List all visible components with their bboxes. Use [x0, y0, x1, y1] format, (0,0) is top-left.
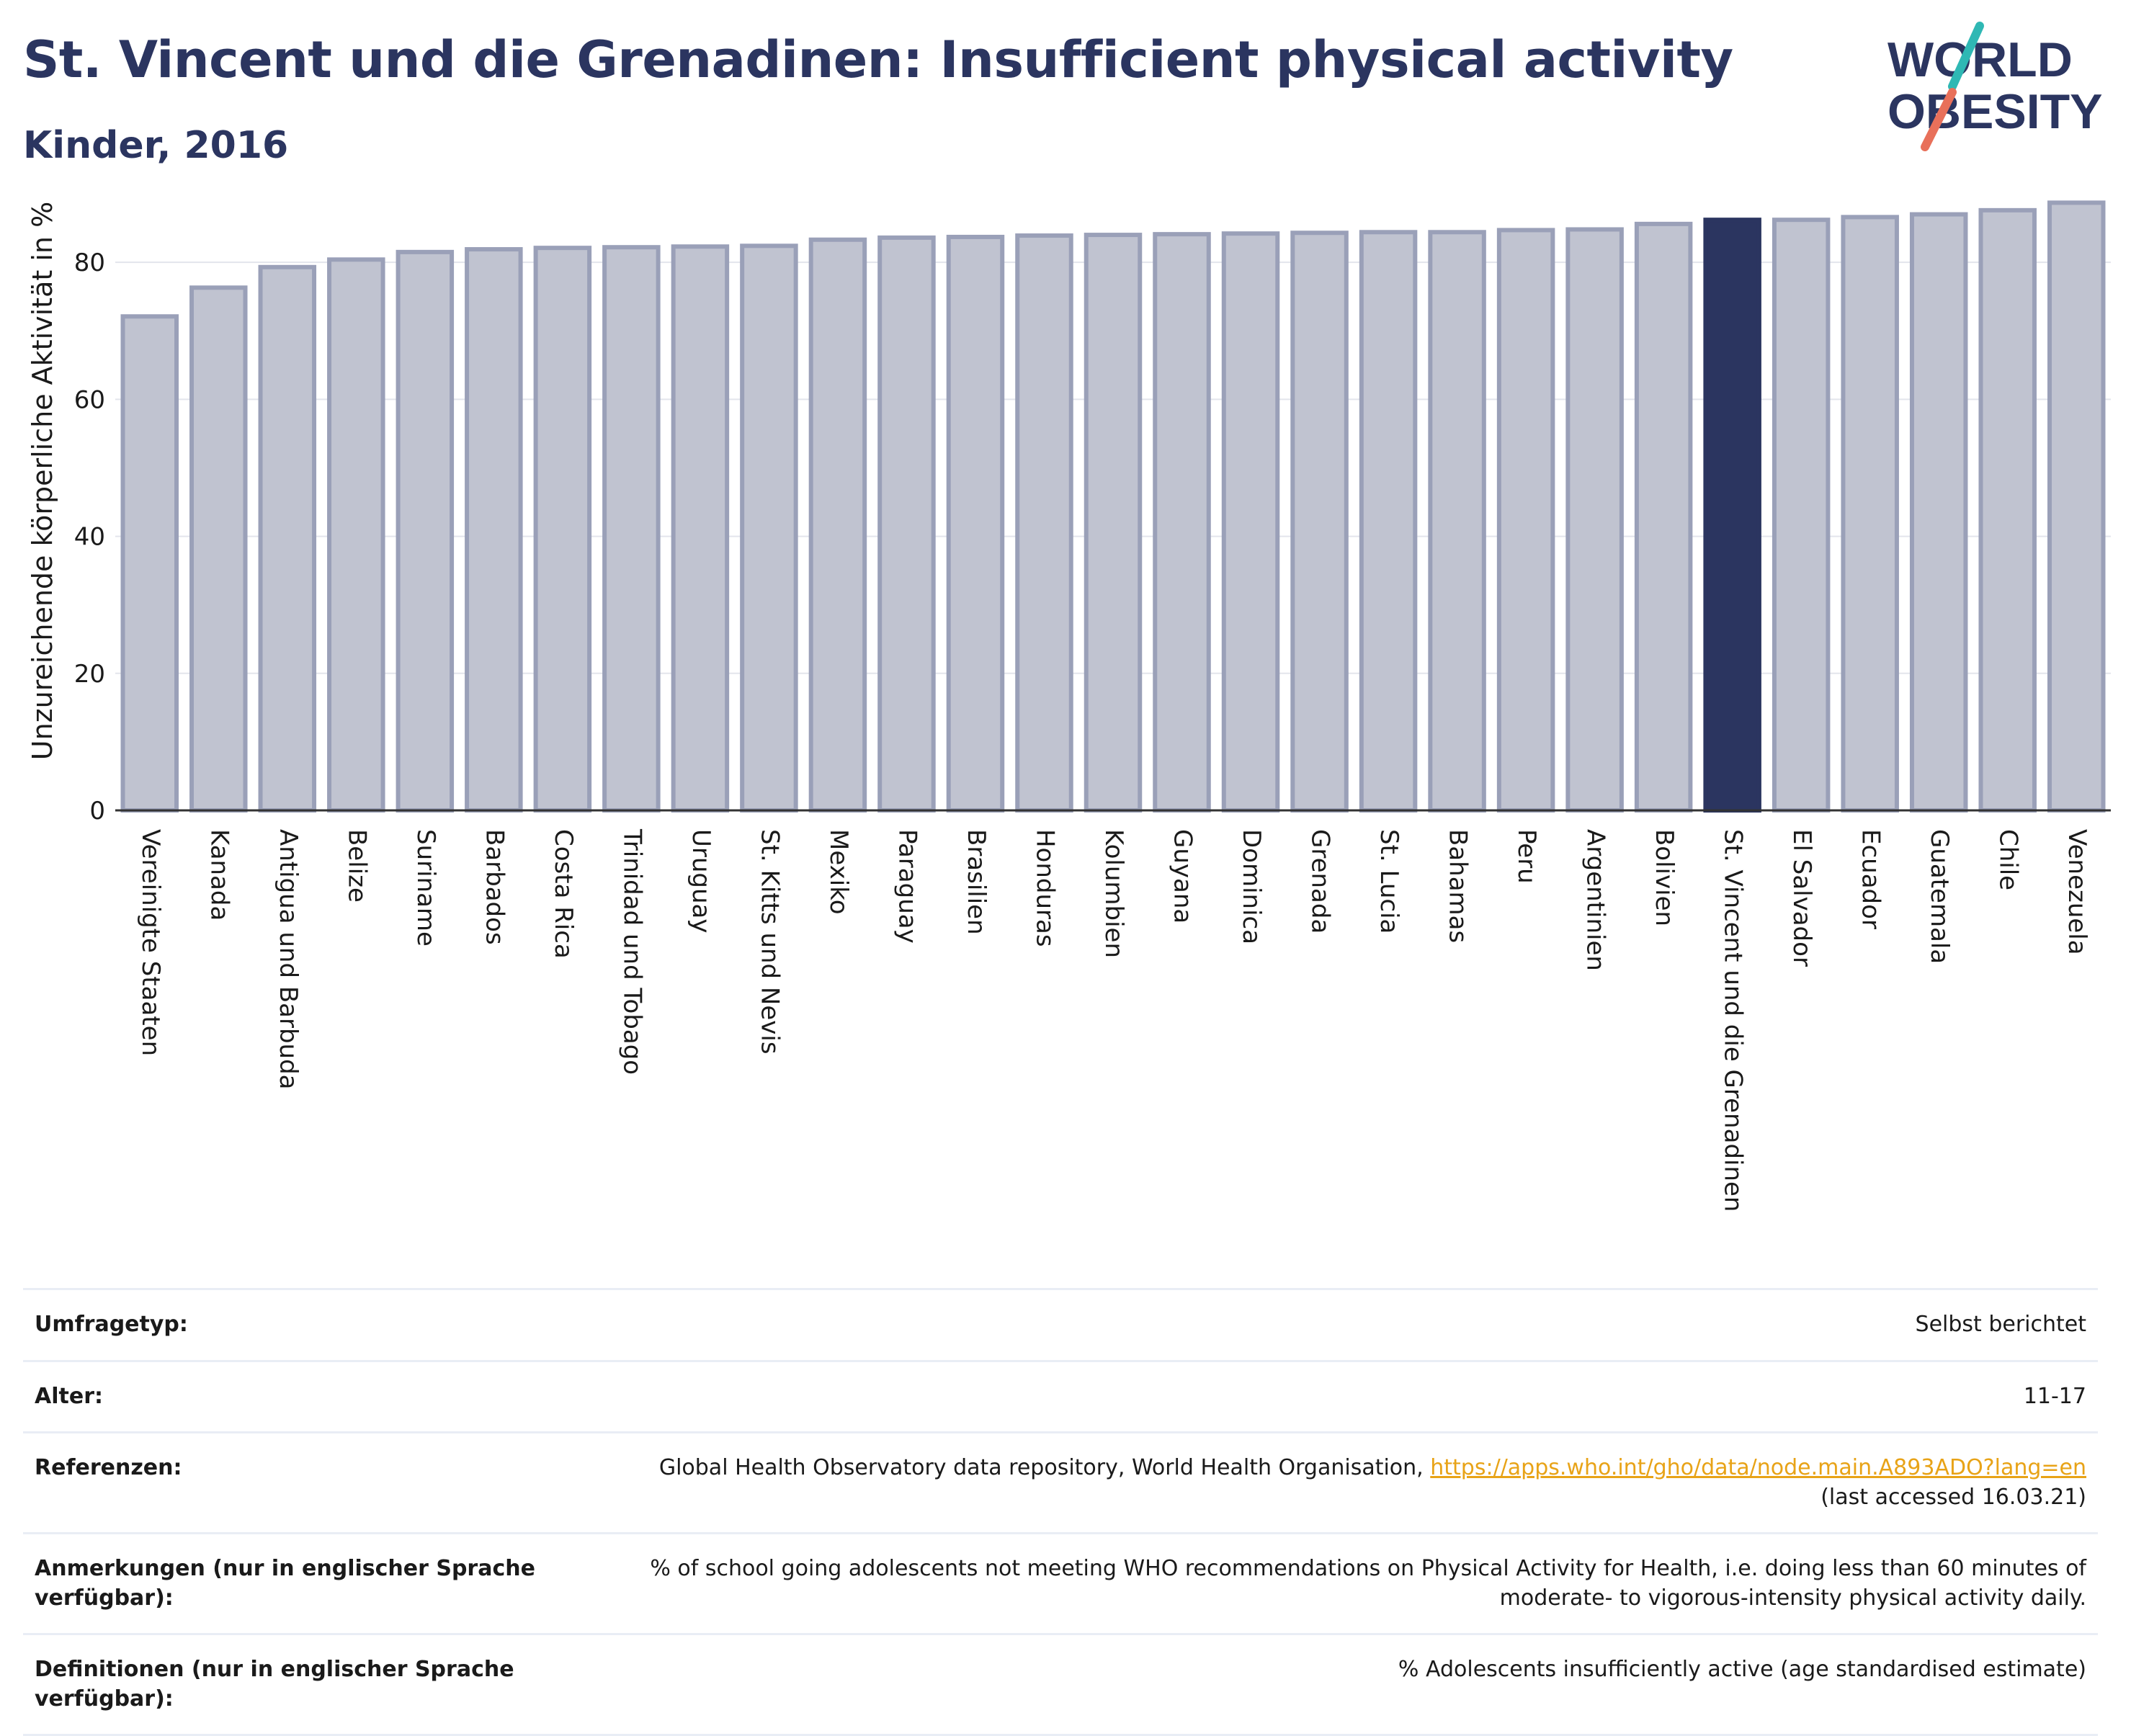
bar — [1978, 207, 2037, 813]
bar — [533, 246, 592, 813]
x-tick-label: Trinidad und Tobago — [617, 828, 646, 1075]
x-tick-label: Paraguay — [893, 829, 921, 944]
info-key: Umfragetyp: — [23, 1288, 550, 1362]
bar — [258, 264, 317, 813]
bar — [1634, 221, 1693, 813]
x-tick-label: Costa Rica — [549, 829, 578, 959]
x-tick-label: Peru — [1512, 829, 1541, 884]
info-key: Definitionen (nur in englischer Sprache … — [23, 1634, 550, 1736]
chart-subtitle: Kinder, 2016 — [23, 124, 289, 167]
x-tick-label: Kolumbien — [1099, 829, 1128, 958]
x-tick-label: Chile — [1994, 829, 2023, 890]
bar — [602, 245, 661, 813]
x-tick-label: Suriname — [411, 829, 440, 947]
x-tick-label: El Salvador — [1787, 829, 1816, 967]
info-table: Umfragetyp: Selbst berichtet Alter: 11-17 Re… — [23, 1288, 2098, 1736]
info-value-text: % of school going adolescents not meetin… — [650, 1556, 2086, 1611]
y-axis-label: Unzureichende körperliche Aktivität in % — [27, 202, 58, 760]
x-tick-label: St. Kitts und Nevis — [755, 829, 784, 1055]
x-tick-label: Vereinigte Staaten — [136, 829, 165, 1056]
x-tick-label: Bolivien — [1650, 829, 1679, 926]
info-value: % Adolescents insufficiently active (age… — [550, 1634, 2098, 1736]
y-tick-label: 60 — [74, 385, 105, 414]
bar — [877, 235, 936, 813]
bar — [1703, 218, 1761, 813]
last-accessed: (last accessed 16.03.21) — [1820, 1484, 2086, 1510]
info-value-text: Global Health Observatory data repositor… — [658, 1455, 1424, 1480]
info-value: Global Health Observatory data repositor… — [550, 1432, 2098, 1534]
info-row: Referenzen: Global Health Observatory dat… — [23, 1432, 2098, 1534]
x-tick-label: Guyana — [1169, 829, 1197, 923]
info-value-text: 11-17 — [2023, 1383, 2086, 1409]
y-tick-label: 0 — [89, 797, 105, 826]
y-tick-label: 20 — [74, 660, 105, 689]
x-tick-label: Belize — [342, 829, 371, 903]
x-tick-label: Bahamas — [1444, 829, 1473, 943]
x-tick-label: Barbados — [480, 829, 509, 945]
info-row: Umfragetyp: Selbst berichtet — [23, 1288, 2098, 1362]
info-value: Selbst berichtet — [550, 1288, 2098, 1362]
bar — [1153, 232, 1211, 813]
bar-chart: 0 20 40 60 80 Vereinigte Staaten Kanada Antigu… — [27, 200, 2111, 1212]
info-value: % of school going adolescents not meetin… — [550, 1533, 2098, 1635]
info-key: Referenzen: — [23, 1432, 550, 1534]
bar — [327, 257, 385, 813]
bar — [465, 247, 523, 813]
logo-line2: OBESITY — [1887, 84, 2103, 139]
bar — [1772, 218, 1831, 813]
x-tick-label: Honduras — [1030, 829, 1059, 947]
chart-title: St. Vincent und die Grenadinen: Insuffic… — [23, 30, 1733, 89]
bar — [1565, 227, 1624, 813]
info-row: Alter: 11-17 — [23, 1361, 2098, 1433]
bar — [120, 314, 179, 813]
bars — [120, 200, 2106, 813]
logo-slash-coral — [1921, 88, 1957, 151]
bar — [740, 243, 798, 813]
info-row: Anmerkungen (nur in englischer Sprache v… — [23, 1533, 2098, 1635]
x-tick-label: St. Vincent und die Grenadinen — [1719, 829, 1748, 1212]
bar — [1359, 230, 1418, 813]
x-tick-label: Argentinien — [1581, 829, 1610, 971]
y-tick-label: 40 — [74, 523, 105, 552]
reference-link[interactable]: https://apps.who.int/gho/data/node.main.… — [1430, 1455, 2086, 1480]
logo-line1: WORLD — [1887, 32, 2073, 87]
x-tick-label: Venezuela — [2063, 829, 2091, 955]
bar — [1909, 212, 1968, 813]
x-tick-label: Dominica — [1237, 829, 1266, 944]
bar — [1221, 231, 1280, 813]
info-key: Anmerkungen (nur in englischer Sprache v… — [23, 1533, 550, 1635]
bar — [1015, 233, 1073, 813]
bar — [1290, 231, 1349, 813]
bar — [808, 237, 867, 813]
info-value: 11-17 — [550, 1361, 2098, 1433]
bar — [671, 244, 730, 813]
bar — [1428, 230, 1486, 813]
x-tick-label: Guatemala — [1925, 829, 1954, 964]
y-tick-label: 80 — [74, 249, 105, 277]
info-key: Alter: — [23, 1361, 550, 1433]
x-tick-label: Kanada — [205, 829, 233, 921]
logo-slash-teal — [1948, 22, 1984, 91]
x-tick-label: Brasilien — [962, 829, 991, 935]
x-tick-label: Mexiko — [824, 829, 853, 915]
x-tick-label: Antigua und Barbuda — [274, 829, 303, 1090]
x-tick-label: Grenada — [1306, 829, 1335, 934]
bar — [1496, 228, 1555, 813]
bar — [946, 234, 1005, 813]
info-row: Definitionen (nur in englischer Sprache … — [23, 1634, 2098, 1736]
bar — [1084, 233, 1143, 813]
bar — [396, 249, 455, 813]
world-obesity-logo: WORLD OBESITY — [1887, 22, 2103, 151]
x-tick-label: St. Lucia — [1375, 829, 1403, 934]
x-tick-label: Ecuador — [1857, 829, 1885, 929]
x-axis-labels: Vereinigte Staaten Kanada Antigua und Barb… — [136, 828, 2091, 1212]
bar — [2047, 200, 2106, 813]
bar — [189, 285, 248, 813]
info-value-text: % Adolescents insufficiently active (age… — [1398, 1657, 2086, 1682]
y-axis-ticks: 0 20 40 60 80 — [74, 249, 105, 826]
bar — [1841, 215, 1899, 813]
info-value-text: Selbst berichtet — [1915, 1312, 2086, 1337]
x-tick-label: Uruguay — [687, 829, 715, 934]
